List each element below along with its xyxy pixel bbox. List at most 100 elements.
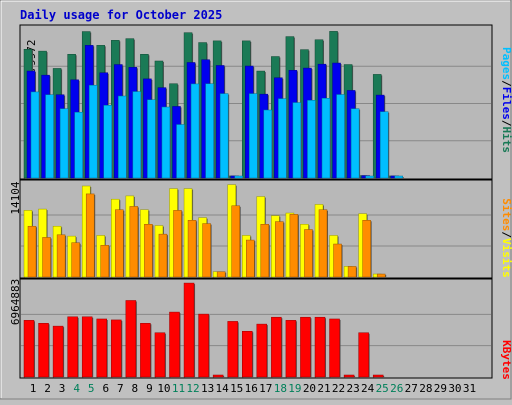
x-tick-label: 7 xyxy=(117,382,124,395)
kbytes-kbytes-bar xyxy=(314,316,326,378)
hits-pages-bar xyxy=(379,111,389,179)
x-tick-label: 24 xyxy=(361,382,375,395)
kbytes-kbytes-bar xyxy=(329,318,340,378)
kbytes-kbytes-bar xyxy=(358,332,369,378)
visits-sites-bar xyxy=(27,225,37,278)
hits-legend: Pages/Files/Hits xyxy=(500,47,512,153)
kbytes-kbytes-bar xyxy=(271,316,282,378)
visits-sites-bar xyxy=(216,271,226,278)
legend-kbytes: KBytes xyxy=(500,340,512,380)
visits-sites-bar xyxy=(115,209,124,278)
hits-pages-bar xyxy=(59,108,69,179)
visits-sites-bar xyxy=(289,214,299,278)
visits-sites-bar xyxy=(129,206,139,278)
legend-sep-3: / xyxy=(500,231,512,238)
x-tick-label: 19 xyxy=(288,382,301,395)
kbytes-kbytes-bar xyxy=(285,320,297,378)
visits-legend: Sites/Visits xyxy=(500,198,512,278)
hits-pages-bar xyxy=(394,175,403,179)
legend-sep-2: / xyxy=(500,120,512,127)
hits-pages-bar xyxy=(74,111,83,179)
x-tick-label: 11 xyxy=(172,382,185,395)
x-tick-label: 14 xyxy=(216,382,230,395)
hits-pages-bar xyxy=(234,175,243,179)
kbytes-kbytes-bar xyxy=(183,282,195,378)
hits-pages-bar xyxy=(147,99,156,179)
legend-files: Files xyxy=(500,87,512,120)
kbytes-kbytes-bar xyxy=(125,300,137,378)
x-tick-label: 26 xyxy=(390,382,403,395)
visits-sites-bar xyxy=(42,237,51,278)
x-tick-label: 28 xyxy=(419,382,432,395)
x-tick-label: 3 xyxy=(59,382,66,395)
visits-sites-bar xyxy=(260,223,270,278)
hits-pages-bar xyxy=(321,98,331,179)
kbytes-kbytes-bar xyxy=(256,323,268,378)
x-tick-label: 5 xyxy=(88,382,95,395)
hits-pages-bar xyxy=(45,94,54,179)
kbytes-kbytes-bar xyxy=(169,311,180,378)
x-tick-label: 27 xyxy=(405,382,418,395)
kbytes-kbytes-bar xyxy=(372,374,384,378)
hits-pages-bar xyxy=(176,124,185,179)
kbytes-kbytes-bar xyxy=(212,374,224,378)
kbytes-kbytes-bar xyxy=(96,318,107,378)
hits-pages-bar xyxy=(350,108,360,179)
kbytes-kbytes-bar xyxy=(343,374,355,378)
visits-sites-bar xyxy=(56,234,66,278)
visits-sites-bar xyxy=(275,221,284,278)
hits-pages-bar xyxy=(190,83,200,179)
visits-sites-bar xyxy=(231,205,240,278)
x-tick-label: 23 xyxy=(346,382,359,395)
visits-sites-bar xyxy=(304,229,313,278)
hits-pages-bar xyxy=(103,105,112,179)
hits-pages-bar xyxy=(292,102,302,179)
hits-pages-bar xyxy=(249,93,258,179)
visits-sites-bar xyxy=(202,223,211,278)
hits-pages-bar xyxy=(161,106,171,179)
x-tick-label: 4 xyxy=(73,382,80,395)
kbytes-kbytes-bar xyxy=(67,316,78,378)
visits-sites-bar xyxy=(173,210,182,278)
legend-sites: Sites xyxy=(500,198,512,231)
x-tick-label: 12 xyxy=(186,382,199,395)
x-tick-label: 31 xyxy=(463,382,476,395)
hits-pages-bar xyxy=(118,95,127,179)
x-tick-label: 16 xyxy=(245,382,258,395)
hits-pages-bar xyxy=(336,94,345,179)
x-tick-label: 25 xyxy=(376,382,389,395)
visits-sites-bar xyxy=(144,223,153,278)
x-tick-label: 29 xyxy=(434,382,447,395)
x-tick-label: 20 xyxy=(303,382,316,395)
x-tick-label: 2 xyxy=(44,382,51,395)
kbytes-ymax-label: 6964883 xyxy=(9,279,22,325)
hits-pages-bar xyxy=(219,93,229,179)
visits-sites-bar xyxy=(362,220,371,278)
hits-pages-bar xyxy=(365,175,374,179)
x-tick-label: 17 xyxy=(259,382,272,395)
visits-sites-bar xyxy=(246,239,255,278)
visits-sites-bar xyxy=(318,209,328,278)
kbytes-kbytes-bar xyxy=(81,316,93,378)
x-tick-label: 18 xyxy=(274,382,287,395)
kbytes-kbytes-bar xyxy=(242,330,253,378)
x-tick-label: 13 xyxy=(201,382,214,395)
kbytes-kbytes-bar xyxy=(300,316,311,378)
visits-sites-bar xyxy=(85,193,95,278)
kbytes-kbytes-bar xyxy=(111,319,122,378)
legend-sep-1: / xyxy=(500,80,512,87)
kbytes-kbytes-bar xyxy=(227,321,238,378)
visits-sites-bar xyxy=(71,242,80,278)
hits-pages-bar xyxy=(307,100,316,179)
chart-title: Daily usage for October 2025 xyxy=(20,8,222,22)
kbytes-kbytes-bar xyxy=(140,323,151,378)
kbytes-kbytes-bar xyxy=(154,332,166,378)
visits-sites-bar xyxy=(158,233,168,278)
x-tick-label: 15 xyxy=(230,382,243,395)
chart-marks xyxy=(21,31,491,378)
x-tick-label: 8 xyxy=(132,382,139,395)
hits-pages-bar xyxy=(88,84,98,179)
visits-ymax-label: 14104 xyxy=(9,181,22,214)
